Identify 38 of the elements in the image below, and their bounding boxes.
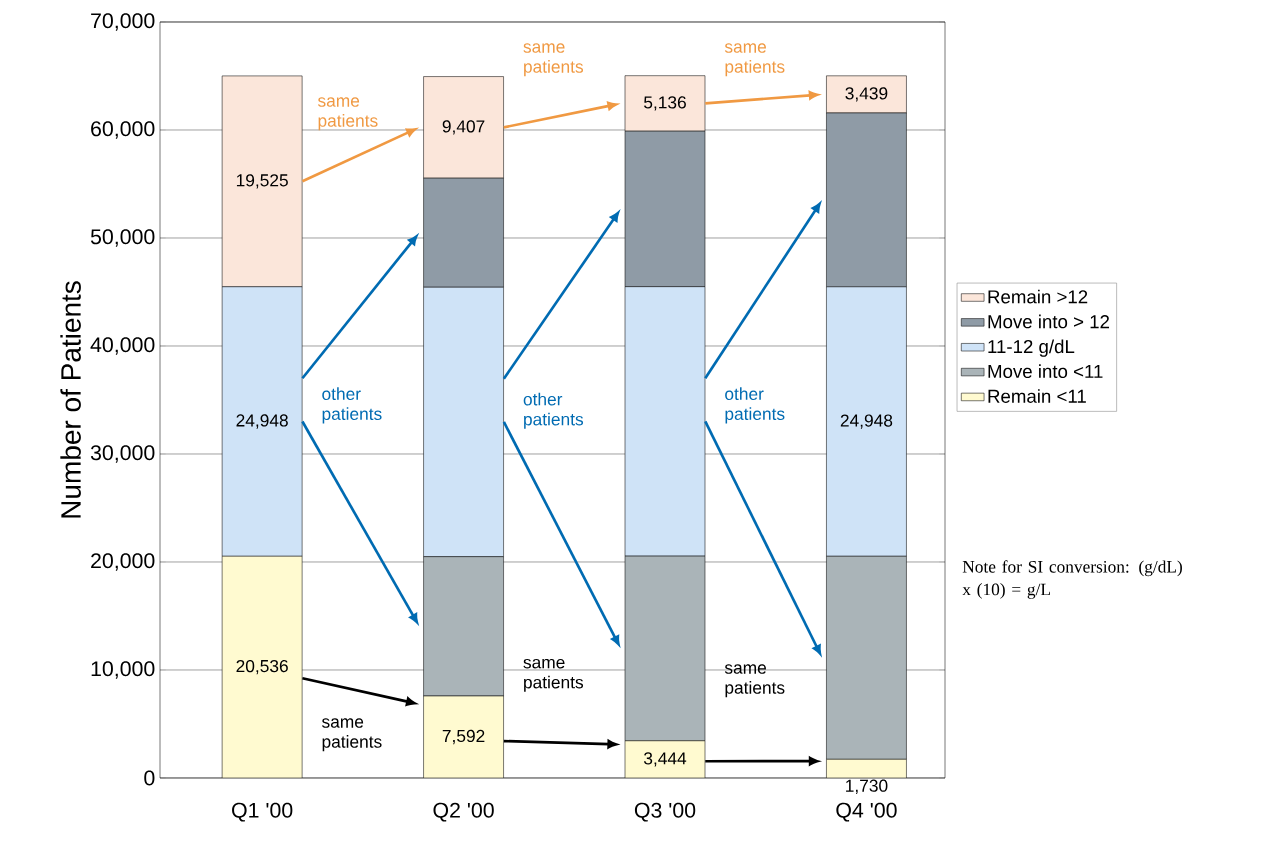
annotation: same patients <box>317 97 378 131</box>
y-tick-label: 10,000 <box>91 661 155 679</box>
x-tick-label: Q3 '00 <box>634 802 696 822</box>
data-label: 9,407 <box>442 120 485 135</box>
data-label: 19,525 <box>236 174 288 189</box>
x-tick-label: Q1 '00 <box>232 802 293 822</box>
annotation: other patients <box>523 392 584 429</box>
legend-label: 11-12 g/dL <box>988 339 1075 357</box>
legend-label: Move into <11 <box>988 364 1103 379</box>
annotation: same patients <box>724 664 785 698</box>
data-label: 5,136 <box>644 96 686 111</box>
data-label: 7,592 <box>442 729 485 745</box>
legend-label: Remain <11 <box>988 389 1086 403</box>
y-tick-label: 50,000 <box>90 229 155 247</box>
x-tick-label: Q4 '00 <box>836 802 897 822</box>
y-tick-label: 40,000 <box>90 337 155 355</box>
data-label: 20,536 <box>236 659 288 675</box>
y-tick-label: 70,000 <box>91 13 155 31</box>
annotation: other patients <box>322 387 382 424</box>
annotation: same patients <box>322 718 382 752</box>
text: Note for SI conversion: (g/dL) x (10) = g/L <box>962 560 1182 599</box>
legend-label: Remain >12 <box>988 289 1088 304</box>
legend-label: Move into > 12 <box>988 314 1110 329</box>
y-tick-label: 30,000 <box>90 445 155 463</box>
data-label: 24,948 <box>840 414 893 429</box>
x-tick-label: Q2 '00 <box>433 802 494 822</box>
data-label: 3,439 <box>845 87 888 102</box>
data-label: 3,444 <box>643 752 687 767</box>
y-tick-label: 0 <box>144 770 155 786</box>
y-axis-title: Number of Patients <box>60 281 81 518</box>
y-tick-label: 60,000 <box>91 121 155 139</box>
annotation: same patients <box>724 43 785 77</box>
annotation: other patients <box>725 387 785 424</box>
data-label: 24,948 <box>236 414 288 429</box>
annotation: same patients <box>523 43 584 77</box>
data-label: 1,730 <box>846 779 888 794</box>
annotation: same patients <box>523 658 584 692</box>
y-tick-label: 20,000 <box>91 553 155 571</box>
